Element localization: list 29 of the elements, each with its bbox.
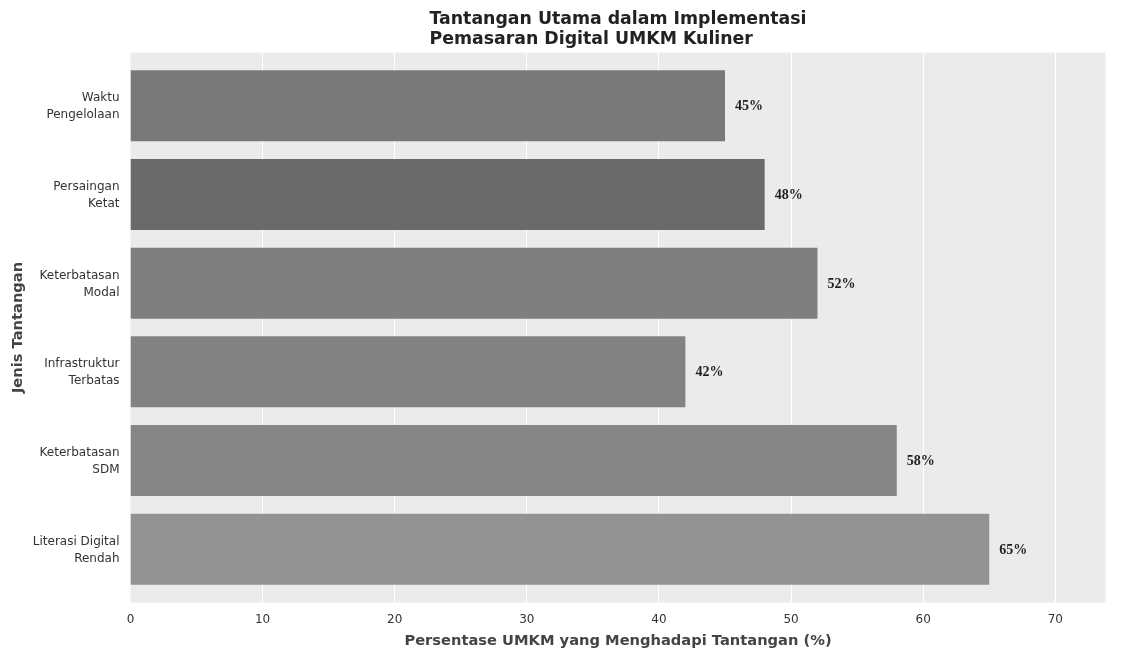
y-tick-label: Keterbatasan SDM bbox=[39, 445, 120, 476]
data-label: 48% bbox=[774, 186, 803, 202]
bar bbox=[130, 70, 726, 142]
y-tick-label: Waktu Pengelolaan bbox=[46, 90, 120, 122]
data-label: 45% bbox=[735, 98, 764, 114]
x-tick-label: 60 bbox=[915, 611, 931, 626]
chart-title: Tantangan Utama dalam Implementasi Pemasaran Digital UMKM Kuliner bbox=[429, 7, 807, 48]
y-tick-label: Keterbatasan Modal bbox=[39, 267, 120, 299]
data-label: 52% bbox=[827, 275, 856, 291]
bar bbox=[130, 158, 765, 230]
x-tick-label: 30 bbox=[519, 611, 535, 626]
data-label: 42% bbox=[695, 364, 724, 380]
x-axis-title: Persentase UMKM yang Menghadapi Tantangan (%) bbox=[404, 630, 832, 648]
bar bbox=[130, 513, 990, 585]
x-tick-label: 50 bbox=[783, 611, 799, 626]
x-tick-label: 70 bbox=[1047, 611, 1063, 626]
x-tick-label: 10 bbox=[254, 611, 271, 626]
y-axis-title: Jenis Tantangan bbox=[7, 261, 25, 395]
bar bbox=[130, 247, 818, 319]
y-tick-label: Infrastruktur Terbatas bbox=[44, 356, 120, 388]
data-label: 58% bbox=[906, 453, 935, 469]
bar bbox=[130, 425, 897, 497]
data-label: 65% bbox=[999, 541, 1028, 557]
bar bbox=[130, 336, 686, 408]
y-tick-label: Literasi Digital Rendah bbox=[32, 533, 120, 565]
x-tick-label: 0 bbox=[126, 611, 135, 626]
y-tick-label: Persaingan Ketat bbox=[53, 179, 120, 210]
x-tick-label: 40 bbox=[651, 611, 667, 626]
x-tick-label: 20 bbox=[387, 611, 403, 626]
